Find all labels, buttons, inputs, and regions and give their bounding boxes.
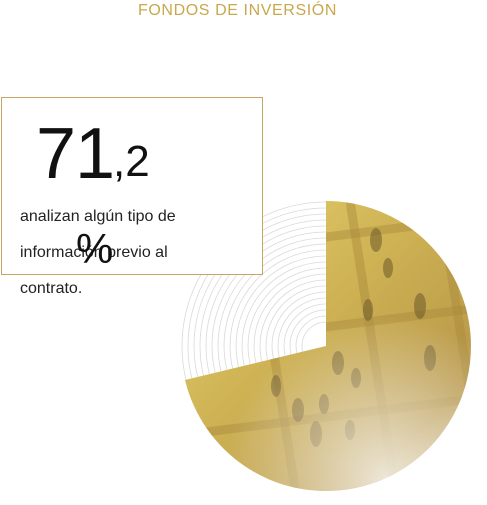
stat-value-decimal: ,2	[113, 137, 150, 186]
stat-card	[1, 97, 263, 275]
pie-chart-photo-icon	[181, 201, 471, 491]
stat-unit: %	[76, 225, 114, 272]
section-title: FONDOS DE INVERSIÓN	[138, 2, 337, 19]
stat-value-integer: 71	[36, 114, 115, 194]
stat-description: analizan algún tipo de información previ…	[20, 208, 176, 297]
